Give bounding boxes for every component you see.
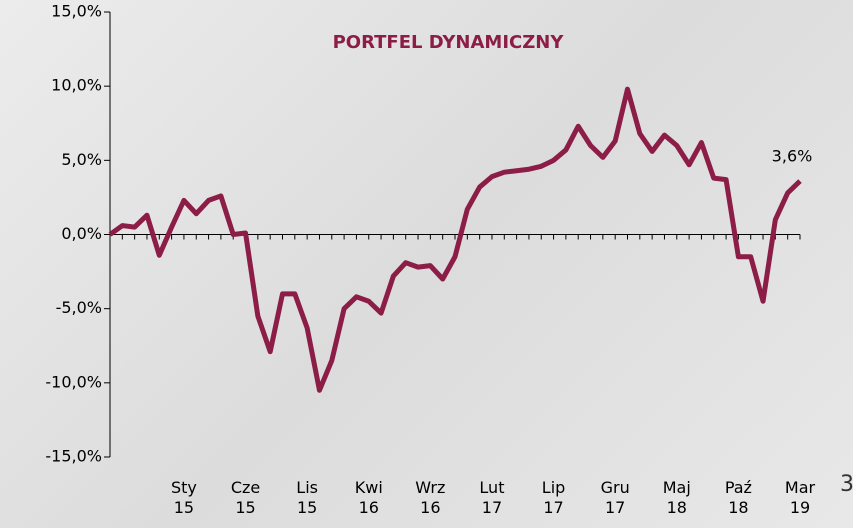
y-tick-label: -5,0% <box>56 298 102 317</box>
y-tick-label: -10,0% <box>45 372 102 391</box>
y-tick-label: 15,0% <box>51 2 102 21</box>
x-tick-label: Cze 15 <box>230 478 261 517</box>
y-tick-label: 10,0% <box>51 76 102 95</box>
y-tick-label: -15,0% <box>45 447 102 466</box>
x-tick-label: Mar 19 <box>784 478 816 517</box>
y-tick-label: 0,0% <box>61 224 102 243</box>
x-tick-label: Paź 18 <box>724 478 752 517</box>
annotation: 3,6% <box>772 147 813 166</box>
y-tick-label: 5,0% <box>61 150 102 169</box>
x-tick-label: Wrz 16 <box>415 478 446 517</box>
x-tick-label: Maj 18 <box>662 478 691 517</box>
x-tick-label: Lis 15 <box>296 478 318 517</box>
x-tick-label: Kwi 16 <box>354 478 383 517</box>
x-tick-label: Lut 17 <box>479 478 505 517</box>
x-tick-label: Gru 17 <box>600 478 630 517</box>
x-tick-label: Lip 17 <box>541 478 566 517</box>
chart-title: PORTFEL DYNAMICZNY <box>333 32 565 53</box>
x-tick-label: Sty 15 <box>170 478 197 517</box>
line <box>108 86 802 393</box>
page-number: 3 <box>840 472 853 497</box>
